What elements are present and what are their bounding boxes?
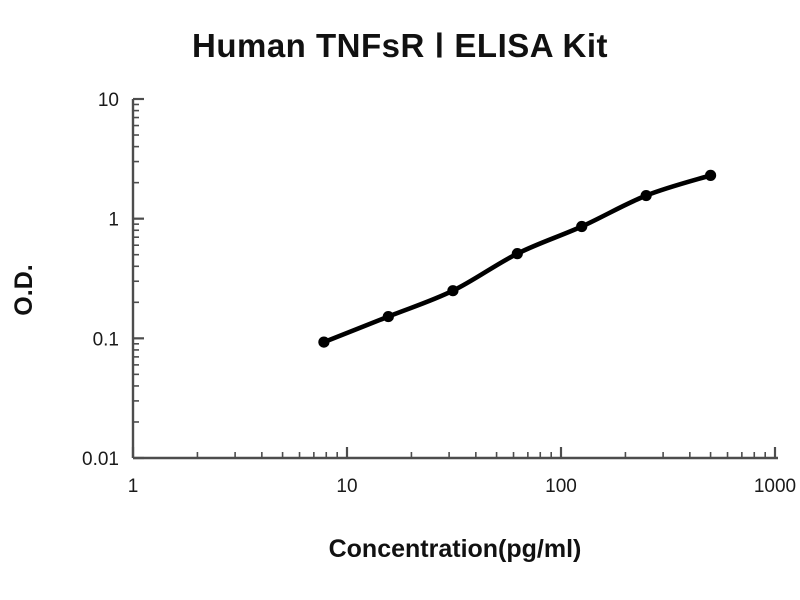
y-axis-ticks [133, 97, 144, 460]
x-axis-tick-label: 10 [336, 476, 357, 497]
data-point-marker [318, 336, 330, 348]
x-axis-title: Concentration(pg/ml) [329, 535, 582, 563]
x-axis-ticks [131, 447, 777, 458]
data-point-marker [576, 220, 588, 233]
y-axis-title: O.D. [10, 264, 38, 315]
y-axis-tick-labels: 10 1 0.1 0.01 [82, 90, 119, 470]
x-axis-tick-labels: 1 10 100 1000 [128, 476, 796, 497]
y-axis-tick-label: 10 [98, 90, 119, 111]
data-point-marker [447, 285, 459, 297]
chart-title: Human TNFsR Ⅰ ELISA Kit [191, 27, 609, 64]
axes [131, 99, 778, 460]
data-point-marker [640, 189, 652, 202]
x-axis-tick-label: 1000 [754, 476, 796, 497]
y-axis-tick-label: 0.01 [82, 449, 119, 470]
x-axis-tick-label: 1 [128, 476, 139, 497]
y-axis-tick-label: 1 [108, 210, 119, 231]
data-point-marker [382, 310, 394, 323]
data-series [318, 169, 717, 348]
data-point-marker [704, 169, 717, 181]
data-point-marker [511, 248, 523, 260]
standard-curve-markers [318, 169, 717, 348]
x-axis-tick-label: 100 [545, 476, 577, 497]
y-axis-tick-label: 0.1 [93, 329, 119, 350]
